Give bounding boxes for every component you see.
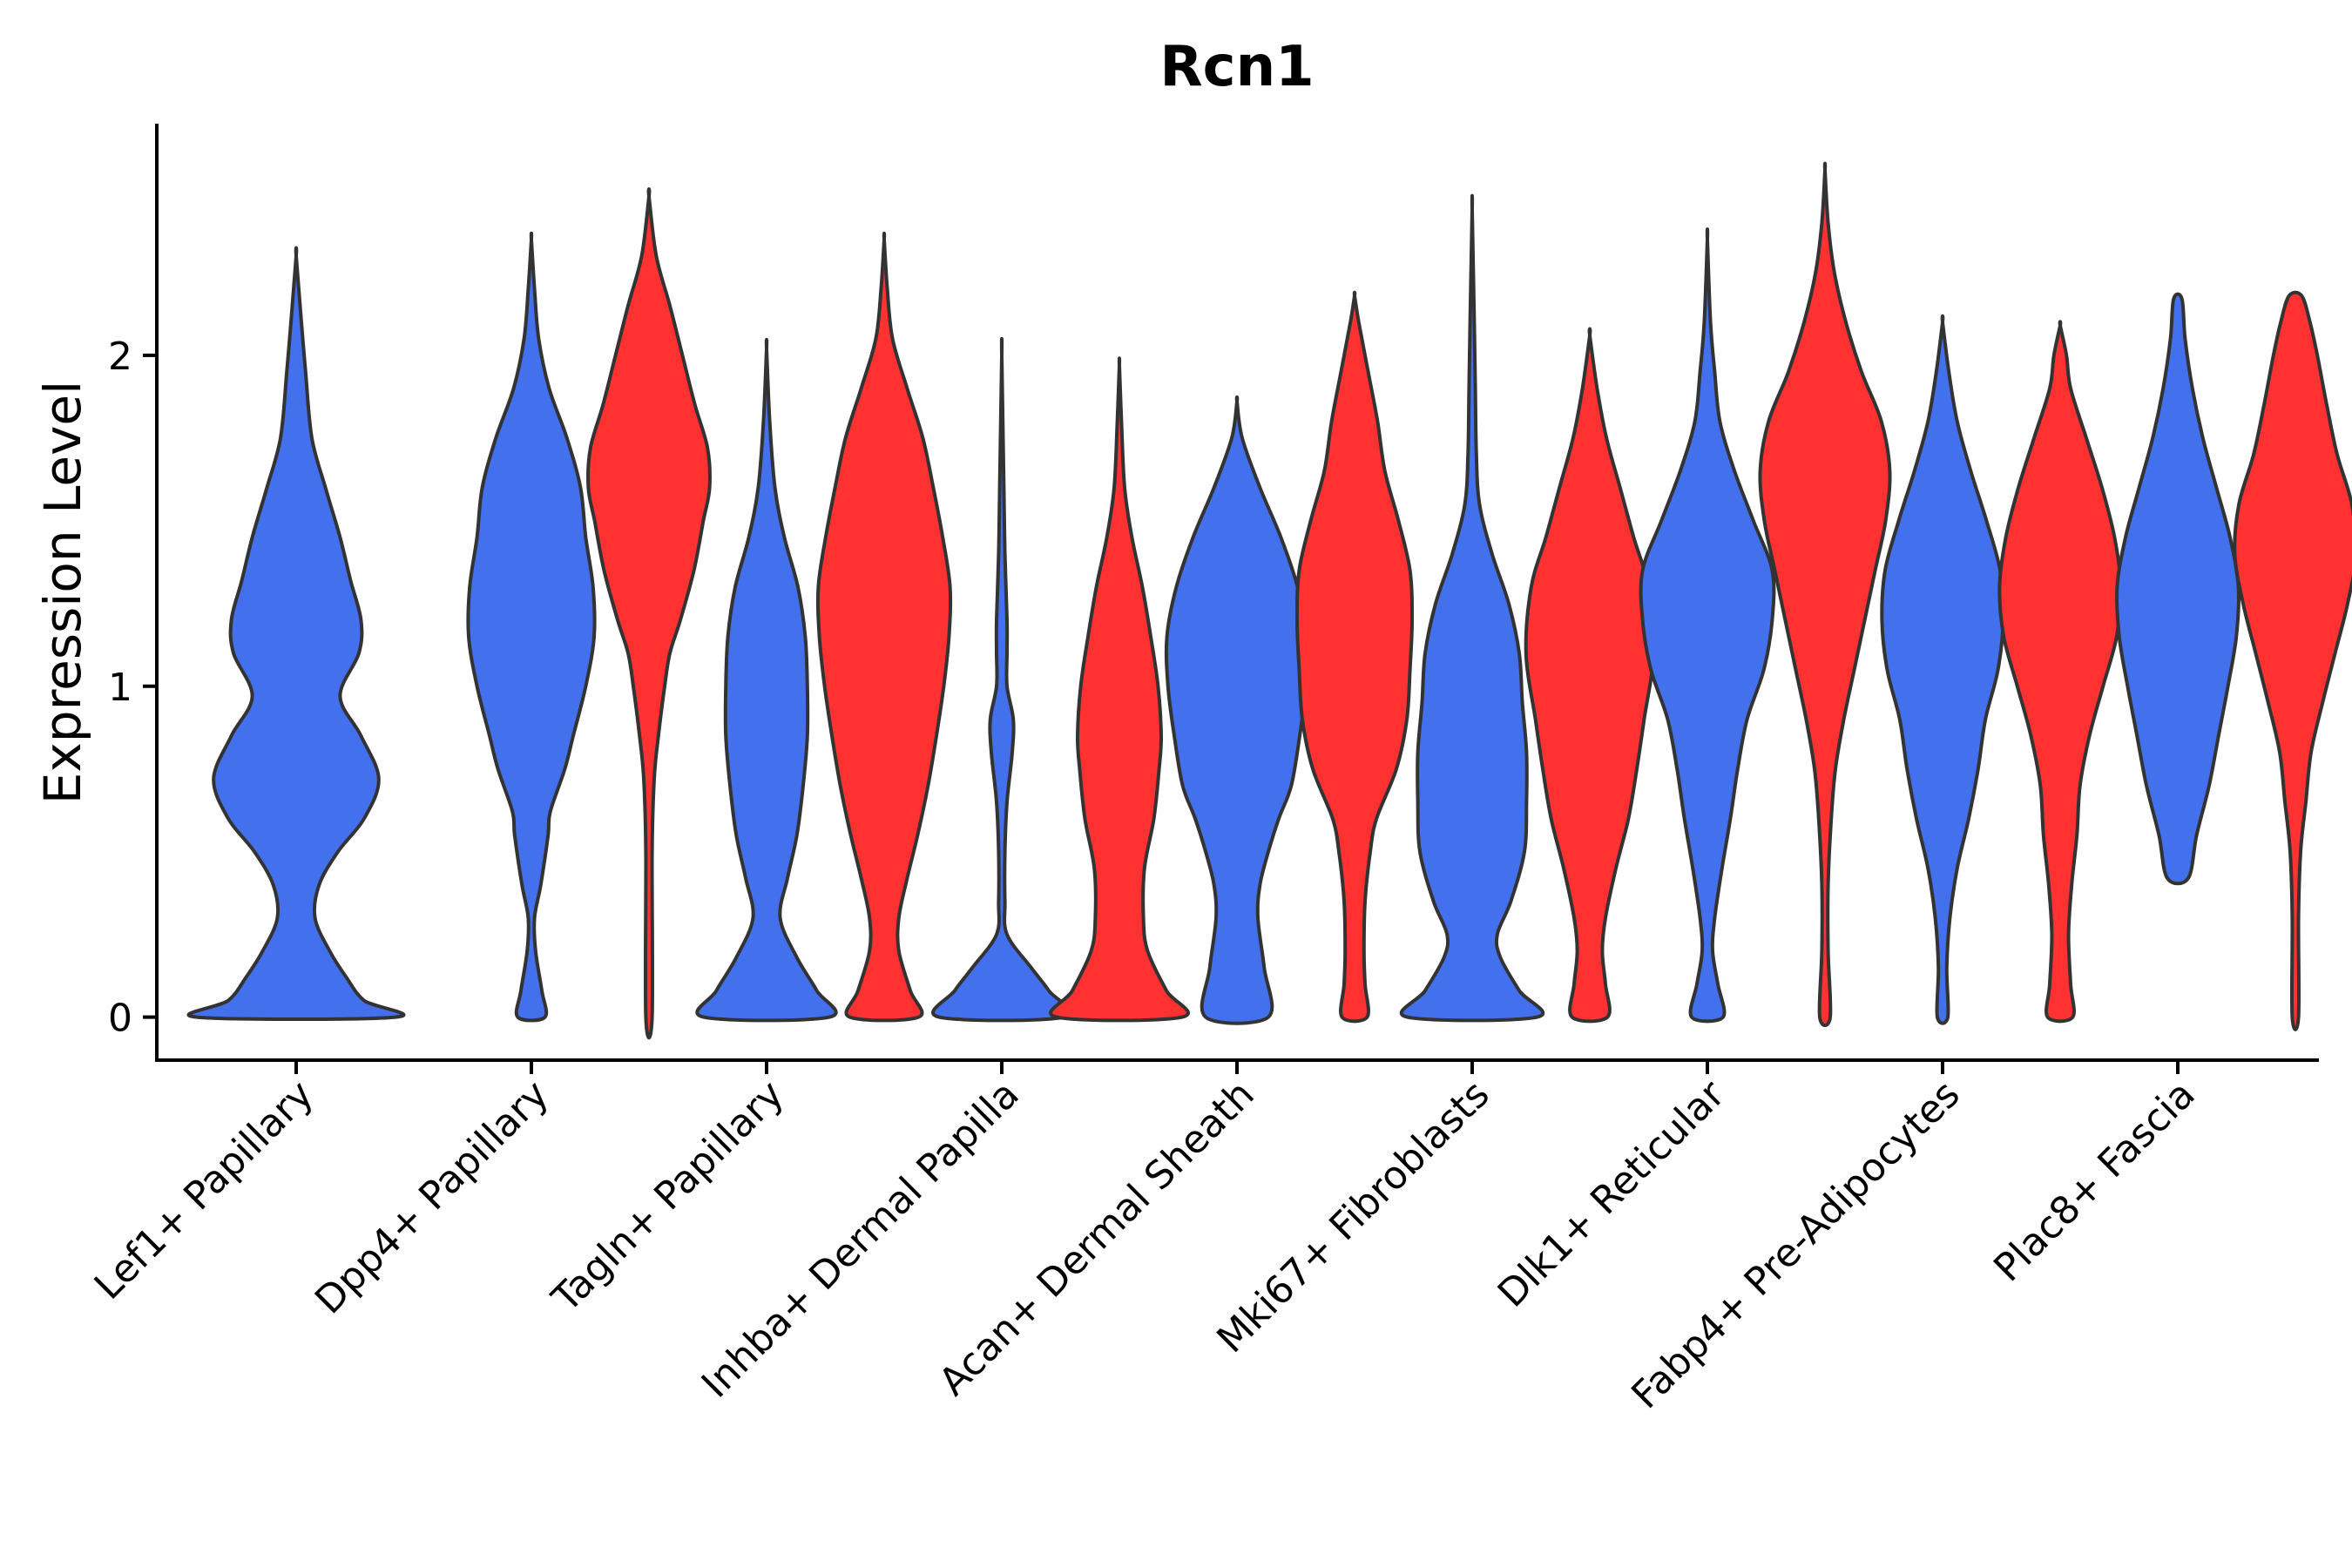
violin-14 — [1997, 320, 2123, 1024]
x-tick-label-8: Plac8+ Fascia — [1985, 1072, 2204, 1291]
violin-16 — [2233, 290, 2352, 1031]
y-ticks: 0 1 2 — [108, 335, 157, 1041]
chart-title: Rcn1 — [1159, 35, 1314, 99]
violin-group — [186, 161, 2352, 1040]
x-tick-label-0: Lef1+ Papillary — [86, 1072, 322, 1308]
y-tick-label-2: 2 — [108, 335, 132, 379]
violin-6 — [1049, 356, 1190, 1023]
y-tick-label-1: 1 — [108, 666, 132, 710]
violin-2 — [586, 187, 712, 1040]
violin-0 — [186, 246, 406, 1021]
violin-13 — [1880, 314, 2005, 1025]
violin-9 — [1399, 193, 1545, 1023]
x-tick-label-1: Dpp4+ Papillary — [307, 1072, 558, 1323]
violin-1 — [466, 231, 597, 1023]
violin-15 — [2114, 292, 2241, 886]
violin-3 — [695, 337, 838, 1023]
violin-10 — [1524, 327, 1656, 1024]
x-tick-label-6: Dlk1+ Reticular — [1490, 1071, 1734, 1316]
violin-12 — [1758, 161, 1892, 1028]
y-tick-label-0: 0 — [108, 997, 132, 1041]
violin-8 — [1294, 290, 1415, 1024]
violin-7 — [1164, 395, 1310, 1025]
x-tick-label-5: Mki67+ Fibroblasts — [1208, 1072, 1497, 1362]
violin-11 — [1639, 227, 1776, 1024]
violin-4 — [815, 231, 953, 1023]
y-axis-label: Expression Level — [33, 381, 92, 804]
violin-5 — [931, 336, 1072, 1023]
x-tick-label-2: Tagln+ Papillary — [544, 1072, 793, 1321]
